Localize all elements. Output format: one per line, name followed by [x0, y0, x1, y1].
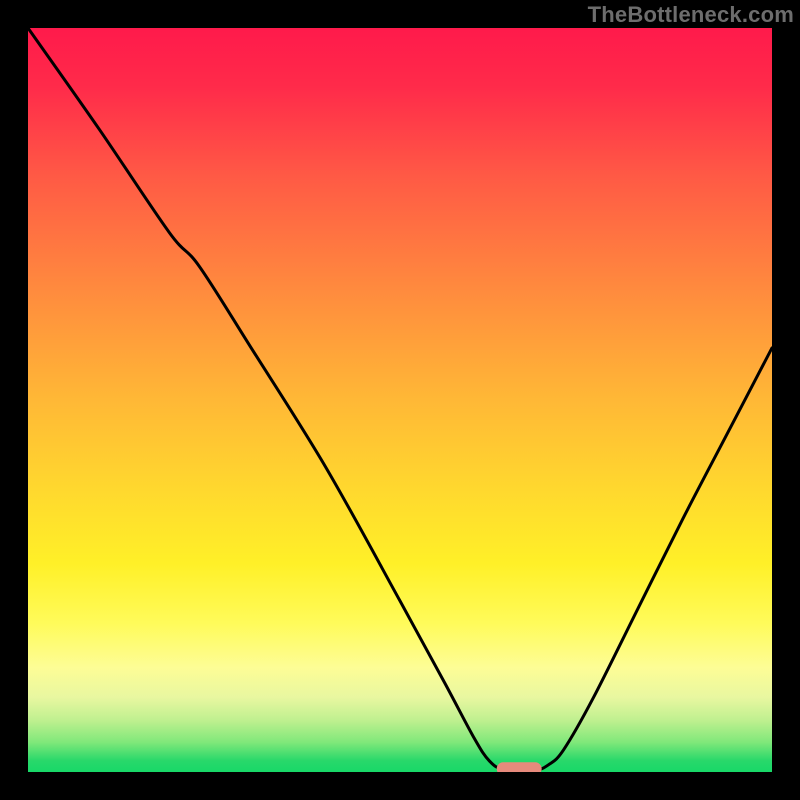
curve-line — [28, 28, 772, 772]
plot-area — [28, 28, 772, 772]
chart-frame: TheBottleneck.com — [0, 0, 800, 800]
minimum-marker — [497, 762, 542, 772]
watermark-text: TheBottleneck.com — [588, 2, 794, 28]
